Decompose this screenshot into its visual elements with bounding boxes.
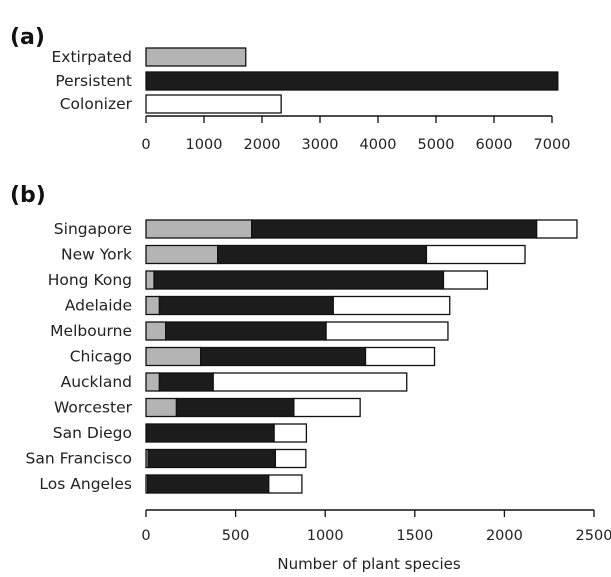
- bar-new-york-extirpated: [145, 244, 219, 265]
- x-tick-label-b: 2500: [576, 528, 611, 544]
- category-label-melbourne: Melbourne: [50, 322, 132, 340]
- bar-singapore-colonizer: [536, 219, 578, 239]
- panel-b-label: (b): [10, 183, 46, 208]
- bar-auckland-extirpated: [145, 372, 161, 392]
- bar-hong-kong-colonizer: [442, 270, 489, 290]
- bar-new-york-persistent: [217, 244, 428, 265]
- category-label-colonizer: Colonizer: [60, 95, 133, 113]
- x-tick-label-a: 3000: [302, 137, 339, 153]
- bar-persistent: [145, 71, 559, 91]
- x-tick-label-b: 0: [141, 528, 150, 544]
- bar-auckland-colonizer: [212, 372, 408, 392]
- category-label-persistent: Persistent: [55, 72, 132, 90]
- category-label-san-diego: San Diego: [53, 424, 132, 442]
- bar-adelaide-colonizer: [332, 295, 451, 316]
- x-tick-label-a: 0: [141, 137, 150, 153]
- x-tick-label-b: 1500: [396, 528, 433, 544]
- bar-los-angeles-colonizer: [268, 474, 303, 494]
- bar-san-francisco-colonizer: [274, 448, 307, 469]
- bar-extirpated: [145, 47, 247, 67]
- category-label-hong-kong: Hong Kong: [48, 271, 132, 289]
- bar-auckland-persistent: [158, 372, 214, 392]
- bar-hong-kong-extirpated: [145, 270, 155, 290]
- x-tick-label-a: 7000: [534, 137, 571, 153]
- category-label-adelaide: Adelaide: [65, 297, 132, 315]
- bar-worcester-extirpated: [145, 397, 178, 418]
- bar-singapore-extirpated: [145, 219, 253, 239]
- category-label-auckland: Auckland: [61, 373, 132, 391]
- x-tick-label-a: 4000: [360, 137, 397, 153]
- category-label-chicago: Chicago: [70, 348, 132, 366]
- x-tick-label-b: 2000: [486, 528, 523, 544]
- bar-adelaide-extirpated: [145, 295, 161, 316]
- bar-adelaide-persistent: [158, 295, 334, 316]
- x-tick-label-b: 500: [222, 528, 250, 544]
- category-label-singapore: Singapore: [54, 220, 132, 238]
- bar-singapore-persistent: [251, 219, 538, 239]
- x-axis-title: Number of plant species: [277, 555, 460, 573]
- x-tick-label-a: 6000: [476, 137, 513, 153]
- bar-hong-kong-persistent: [153, 270, 445, 290]
- x-tick-label-a: 5000: [418, 137, 455, 153]
- bar-los-angeles-persistent: [147, 474, 270, 494]
- category-label-worcester: Worcester: [54, 399, 133, 417]
- bar-melbourne-extirpated: [145, 321, 167, 341]
- x-tick-label-a: 2000: [244, 137, 281, 153]
- bar-colonizer: [145, 94, 282, 114]
- panel-a-label: (a): [10, 25, 45, 50]
- bar-chicago-colonizer: [364, 346, 436, 367]
- bar-worcester-colonizer: [293, 397, 361, 418]
- bar-san-francisco-persistent: [147, 448, 277, 469]
- category-label-new-york: New York: [61, 246, 132, 264]
- x-tick-label-b: 1000: [307, 528, 344, 544]
- bar-new-york-colonizer: [425, 244, 526, 265]
- x-tick-label-a: 1000: [186, 137, 223, 153]
- bar-san-diego-persistent: [145, 423, 275, 443]
- panel-b-chart: Singapore New York Hong Kong Adelaide Melbou…: [26, 219, 611, 544]
- panel-a-chart: Extirpated Persistent Colonizer 0 1000 2000 30…: [51, 47, 571, 153]
- category-label-extirpated: Extirpated: [51, 48, 132, 66]
- category-label-san-francisco: San Francisco: [26, 450, 132, 468]
- bar-melbourne-colonizer: [325, 321, 449, 341]
- bar-worcester-persistent: [175, 397, 295, 418]
- bar-chicago-extirpated: [145, 346, 202, 367]
- bar-san-diego-colonizer: [273, 423, 308, 443]
- category-label-los-angeles: Los Angeles: [39, 475, 132, 493]
- bar-melbourne-persistent: [165, 321, 327, 341]
- bar-chicago-persistent: [200, 346, 367, 367]
